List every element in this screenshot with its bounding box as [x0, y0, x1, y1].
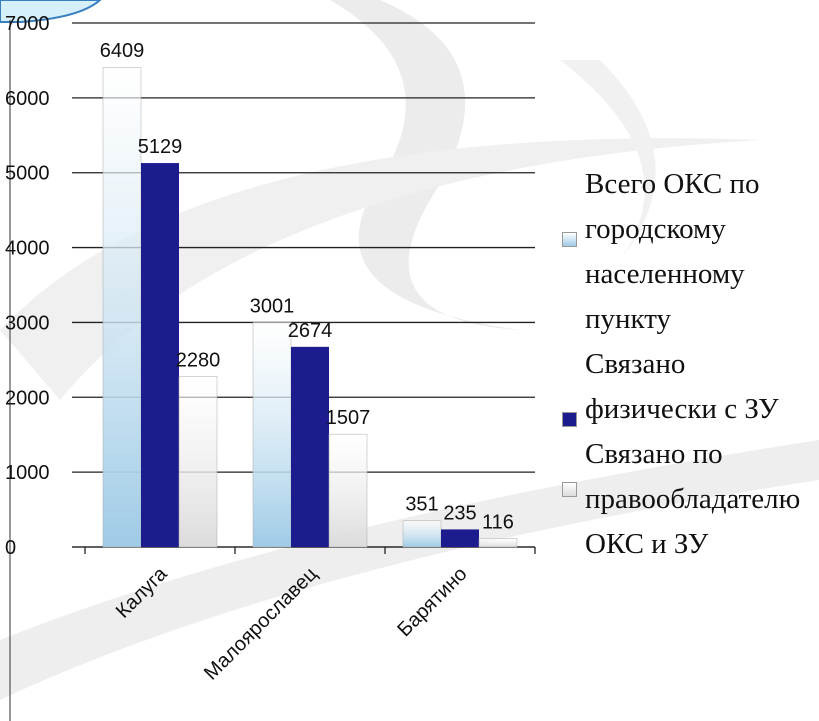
y-tick-label: 6000	[5, 88, 50, 110]
bar	[402, 520, 442, 548]
value-label: 116	[482, 511, 514, 533]
legend-item: Всего ОКС по городскому населенному пунк…	[560, 162, 815, 342]
y-tick-label: 5000	[5, 163, 50, 185]
value-label: 6409	[100, 40, 145, 62]
bar	[478, 538, 518, 548]
bar	[441, 529, 479, 547]
bar	[178, 376, 218, 548]
y-tick-label: 3000	[5, 312, 50, 334]
legend-swatch	[562, 482, 577, 497]
legend-swatch	[562, 412, 577, 427]
bar	[102, 66, 142, 548]
y-tick-label: 4000	[5, 238, 50, 260]
y-tick-label: 2000	[5, 387, 50, 409]
value-label: 1507	[326, 407, 371, 429]
value-label: 235	[443, 502, 476, 524]
bar	[141, 163, 179, 547]
y-tick-label: 7000	[5, 13, 50, 35]
bar	[291, 346, 329, 547]
x-tick-label: Барятино	[393, 563, 471, 641]
bar	[328, 433, 368, 548]
legend-label: Связано по правообладателю ОКС и ЗУ	[585, 438, 801, 560]
legend-swatch	[562, 232, 577, 247]
legend-item: Связано физически с ЗУ	[560, 342, 815, 432]
y-tick-label: 0	[5, 537, 16, 559]
legend: Всего ОКС по городскому населенному пунк…	[560, 162, 815, 567]
value-label: 2280	[176, 349, 221, 371]
value-label: 3001	[250, 295, 295, 317]
bar	[252, 322, 292, 548]
value-label: 351	[405, 494, 438, 516]
y-tick-label: 1000	[5, 462, 50, 484]
corner-decoration	[0, 0, 102, 23]
value-label: 5129	[138, 136, 183, 158]
value-label: 2674	[288, 320, 333, 342]
legend-label: Связано физически с ЗУ	[585, 348, 779, 425]
legend-item: Связано по правообладателю ОКС и ЗУ	[560, 432, 815, 567]
legend-label: Всего ОКС по городскому населенному пунк…	[585, 168, 760, 335]
